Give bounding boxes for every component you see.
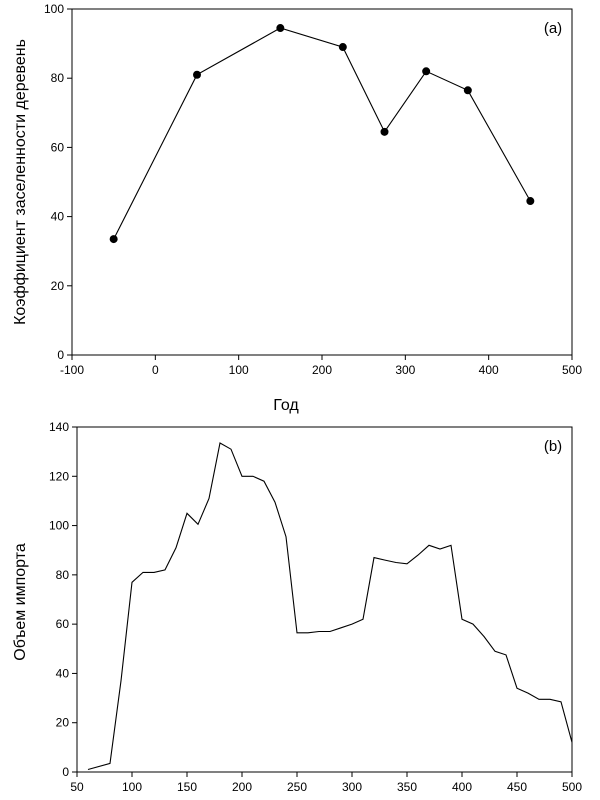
panel-a-y-ticks: 0 20 40 60 80 100	[44, 2, 72, 362]
panel-b-x-tick-label: 200	[232, 780, 252, 794]
panel-a-y-tick-label: 0	[57, 348, 64, 362]
panel-b-x-tick-label: 400	[452, 780, 472, 794]
panel-a-y-tick-label: 80	[51, 71, 65, 85]
panel-b-y-tick-label: 0	[62, 765, 69, 779]
panel-b-y-tick-label: 40	[56, 666, 70, 680]
panel-a-x-axis-title: Год	[273, 397, 299, 414]
panel-a-y-tick-label: 60	[51, 140, 65, 154]
panel-a-label: (a)	[544, 20, 562, 37]
panel-a-y-axis-title: Коэффициент заселенности деревень	[12, 39, 29, 325]
panel-b-y-tick-label: 100	[49, 519, 69, 533]
panel-b-label: (b)	[544, 438, 562, 455]
panel-a-series-line	[113, 27, 531, 240]
panel-b-y-ticks: 0 20 40 60 80 100 120 140	[49, 420, 77, 779]
panel-b: 0 20 40 60 80 100 120 140 50 100 150 200 250 300 350 4…	[12, 420, 582, 794]
panel-a-x-tick-label: 200	[312, 363, 332, 377]
panel-a-data-point	[193, 70, 201, 79]
panel-a-data-point	[380, 127, 389, 136]
panel-a-x-tick-label: 100	[229, 363, 249, 377]
panel-a-y-tick-label: 100	[44, 2, 64, 16]
panel-b-y-tick-label: 80	[56, 568, 70, 582]
panel-b-x-tick-label: 450	[507, 780, 527, 794]
panel-b-x-tick-label: 350	[397, 780, 417, 794]
panel-a-data-point	[526, 197, 535, 206]
panel-b-plot-frame	[76, 426, 573, 773]
panel-b-series-line	[87, 442, 573, 771]
panel-a-x-ticks: -100 0 100 200 300 400 500	[60, 355, 582, 377]
panel-a-data-point	[338, 43, 347, 52]
panel-b-x-tick-label: 150	[177, 780, 197, 794]
panel-b-x-tick-label: 100	[122, 780, 142, 794]
panel-a-y-tick-label: 20	[51, 279, 65, 293]
panel-b-x-tick-label: 300	[342, 780, 362, 794]
panel-b-x-tick-label: 500	[562, 780, 582, 794]
panel-a-y-tick-label: 40	[51, 210, 65, 224]
panel-a-data-point	[109, 235, 118, 244]
panel-a-data-point	[463, 86, 472, 95]
panel-a-x-tick-label: 0	[152, 363, 159, 377]
panel-a-plot-frame	[71, 8, 573, 356]
panel-a-x-tick-label: 500	[562, 363, 582, 377]
panel-a-data-point	[276, 24, 285, 33]
panel-b-y-tick-label: 20	[56, 716, 70, 730]
panel-b-y-tick-label: 140	[49, 420, 69, 434]
panel-a-data-point	[422, 67, 431, 76]
panel-a-x-tick-label: -100	[60, 363, 84, 377]
panel-a-markers	[109, 24, 535, 244]
panel-a-x-tick-label: 400	[479, 363, 499, 377]
panel-a-x-tick-label: 300	[395, 363, 415, 377]
panel-b-x-ticks: 50 100 150 200 250 300 350 400 450 500	[70, 772, 582, 794]
panel-b-y-tick-label: 120	[49, 469, 69, 483]
panel-b-x-tick-label: 50	[70, 780, 84, 794]
panel-b-y-axis-title: Объем импорта	[12, 543, 29, 661]
panel-b-x-tick-label: 250	[287, 780, 307, 794]
panel-b-y-tick-label: 60	[56, 617, 70, 631]
